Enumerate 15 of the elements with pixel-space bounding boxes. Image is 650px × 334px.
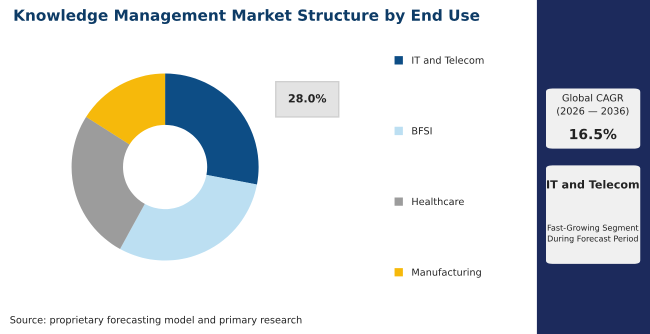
- text: 16.5%: [570, 128, 616, 140]
- legend-label: Healthcare: [412, 198, 464, 206]
- donut-slice: [165, 73, 259, 185]
- data-label: 28.0%: [288, 94, 326, 103]
- legend-label: BFSI: [412, 127, 432, 134]
- text: Global CAGR (2026 — 2036): [557, 94, 628, 116]
- donut-slice: [120, 174, 257, 261]
- text: Fast-Growing Segment During Forecast Period: [548, 224, 638, 244]
- legend-label: IT and Telecom: [412, 56, 484, 64]
- text: IT and Telecom: [547, 180, 639, 189]
- donut-slice: [72, 116, 145, 249]
- source-note: Source: proprietary forecasting model and primary research: [10, 316, 302, 326]
- donut-slice: [86, 73, 166, 144]
- legend-label: Manufacturing: [412, 268, 481, 278]
- chart-title: Knowledge Management Market Structure by End Use: [14, 9, 480, 24]
